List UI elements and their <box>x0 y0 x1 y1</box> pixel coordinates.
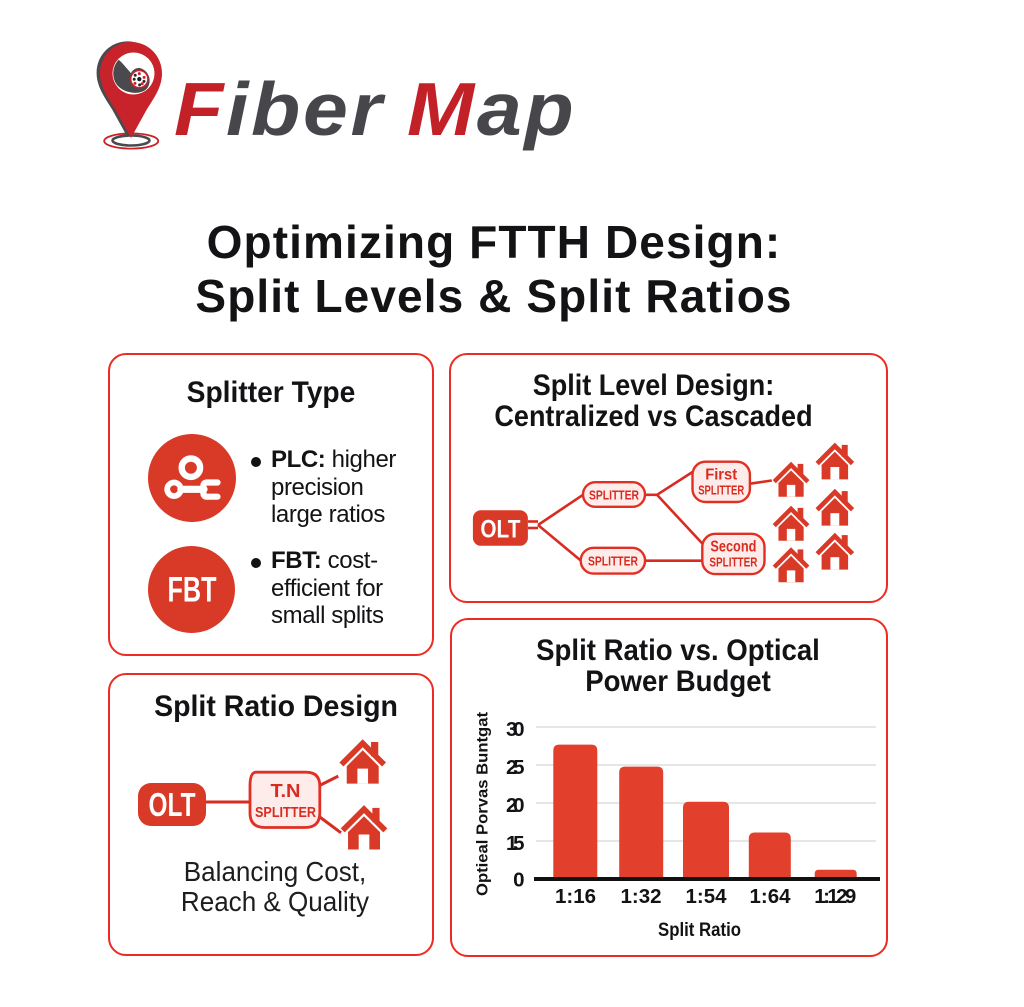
svg-text:1:129: 1:129 <box>814 885 856 908</box>
svg-text:0: 0 <box>513 869 524 892</box>
svg-text:20: 20 <box>506 794 525 817</box>
svg-text:SPLITTER: SPLITTER <box>589 488 639 503</box>
svg-text:SPLITTER: SPLITTER <box>709 556 757 570</box>
svg-text:SPLITTER: SPLITTER <box>255 804 316 821</box>
svg-text:T.N: T.N <box>271 781 301 801</box>
svg-text:Optieal Porvas Buntgat: Optieal Porvas Buntgat <box>475 711 492 896</box>
svg-text:1:16: 1:16 <box>555 885 596 908</box>
svg-text:Second: Second <box>710 539 756 556</box>
svg-text:1:54: 1:54 <box>685 885 727 908</box>
svg-text:30: 30 <box>506 718 525 741</box>
svg-text:Split Ratio: Split Ratio <box>658 919 741 941</box>
svg-text:25: 25 <box>506 756 525 779</box>
svg-text:SPLITTER: SPLITTER <box>588 554 638 569</box>
svg-text:15: 15 <box>506 832 525 855</box>
svg-text:1:64: 1:64 <box>749 885 791 908</box>
svg-text:FBT: FBT <box>168 571 217 610</box>
svg-text:SPLITTER: SPLITTER <box>698 484 744 498</box>
svg-text:1:32: 1:32 <box>620 885 661 908</box>
svg-text:OLT: OLT <box>480 516 520 544</box>
svg-text:OLT: OLT <box>149 786 196 823</box>
svg-text:First: First <box>705 467 738 484</box>
